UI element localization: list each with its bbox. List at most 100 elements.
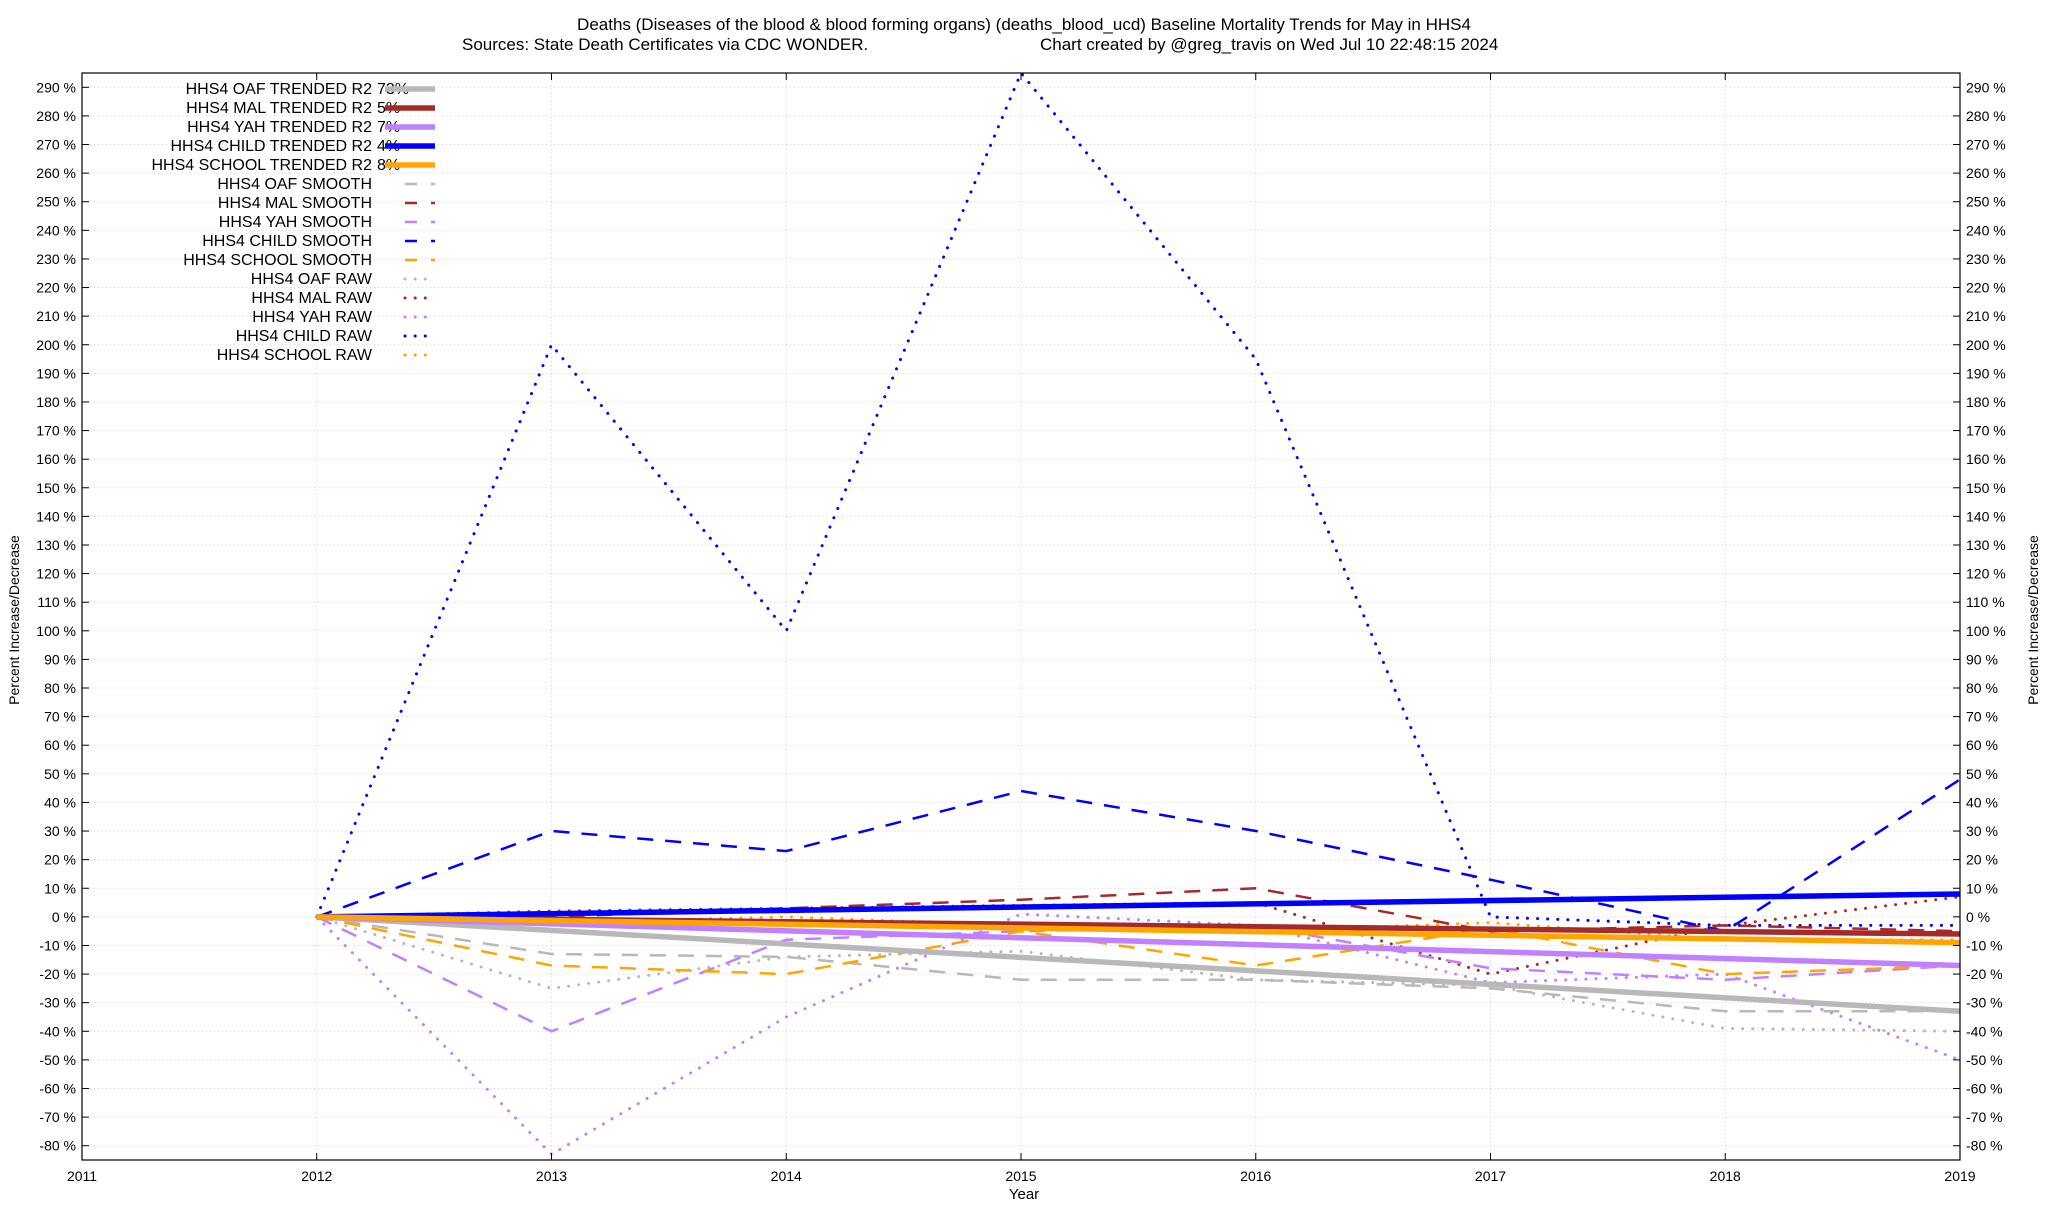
y-tick-label-left: -50 %: [39, 1052, 76, 1068]
series-line-hhs4-oaf-smooth: [316, 915, 1960, 1013]
y-tick-label-right: 250 %: [1966, 194, 2006, 210]
y-tick-label-right: 110 %: [1966, 594, 2005, 610]
y-tick-label-right: 30 %: [1966, 823, 1998, 839]
legend-label: HHS4 OAF SMOOTH: [217, 176, 372, 193]
y-tick-label-left: 80 %: [44, 680, 76, 696]
y-tick-label-left: 280 %: [36, 108, 76, 124]
legend-label: HHS4 CHILD RAW: [236, 328, 373, 345]
y-tick-label-left: 240 %: [36, 222, 76, 238]
y-tick-label-left: 270 %: [36, 137, 76, 153]
series-line-hhs4-mal-smooth: [316, 887, 1961, 933]
y-tick-label-left: 200 %: [36, 337, 76, 353]
x-axis-label: Year: [1009, 1186, 1039, 1200]
legend-label: HHS4 MAL TRENDED R2: [186, 100, 372, 117]
x-tick-label: 2015: [1005, 1168, 1036, 1184]
y-tick-label-left: 20 %: [44, 852, 76, 868]
x-tick-label: 2017: [1475, 1168, 1506, 1184]
y-tick-label-right: 100 %: [1966, 623, 2006, 639]
legend-label: HHS4 SCHOOL SMOOTH: [183, 252, 372, 269]
y-tick-label-right: -70 %: [1966, 1109, 2003, 1125]
y-tick-label-right: 290 %: [1966, 79, 2006, 95]
y-tick-label-left: 70 %: [44, 709, 76, 725]
y-tick-label-left: 100 %: [36, 623, 76, 639]
y-tick-label-left: -30 %: [39, 995, 76, 1011]
y-tick-label-left: 140 %: [36, 508, 76, 524]
series-line-hhs4-school-trended-r2: [316, 914, 1961, 946]
y-tick-label-right: 10 %: [1966, 880, 1998, 896]
x-tick-label: 2016: [1240, 1168, 1271, 1184]
legend-label: HHS4 MAL SMOOTH: [218, 195, 372, 212]
x-tick-label: 2013: [536, 1168, 567, 1184]
y-tick-label-right: -20 %: [1966, 966, 2003, 982]
y-tick-label-left: 180 %: [36, 394, 76, 410]
y-tick-label-left: -80 %: [39, 1138, 76, 1154]
y-tick-label-right: -60 %: [1966, 1080, 2003, 1096]
legend-label: HHS4 SCHOOL TRENDED R2: [152, 157, 373, 174]
y-tick-label-right: 40 %: [1966, 794, 1998, 810]
x-tick-label: 2011: [67, 1168, 97, 1184]
y-tick-label-right: 170 %: [1966, 423, 2006, 439]
y-tick-label-right: -10 %: [1966, 937, 2003, 953]
chart-subtitle-credit: Chart created by @greg_travis on Wed Jul…: [1040, 35, 1498, 54]
axes: -80 % -80 % -70 % -70 % -60 % -60 % -50 % -50 %…: [36, 73, 2006, 1184]
y-tick-label-right: -30 %: [1966, 995, 2003, 1011]
grid: [81, 73, 1961, 1160]
series-line-hhs4-child-trended-r2: [316, 891, 1961, 920]
y-tick-label-right: 20 %: [1966, 852, 1998, 868]
y-tick-label-left: 210 %: [36, 308, 76, 324]
y-tick-label-left: 150 %: [36, 480, 76, 496]
y-tick-label-left: 250 %: [36, 194, 76, 210]
y-tick-label-right: 220 %: [1966, 280, 2006, 296]
y-tick-label-right: 260 %: [1966, 165, 2006, 181]
series-group: [315, 71, 1962, 1156]
y-tick-label-left: 110 %: [37, 594, 76, 610]
series-line-hhs4-school-smooth: [316, 915, 1961, 976]
y-tick-label-right: 80 %: [1966, 680, 1998, 696]
y-tick-label-left: 220 %: [36, 280, 76, 296]
series-line-hhs4-yah-raw: [315, 912, 1962, 1156]
y-tick-label-right: 180 %: [1966, 394, 2006, 410]
y-tick-label-right: 70 %: [1966, 709, 1998, 725]
y-tick-label-right: 160 %: [1966, 451, 2006, 467]
legend-label: HHS4 MAL RAW: [251, 290, 373, 307]
legend-label: HHS4 OAF RAW: [251, 271, 373, 288]
y-tick-label-right: 0 %: [1966, 909, 1990, 925]
chart-subtitle-source: Sources: State Death Certificates via CD…: [462, 35, 868, 54]
y-tick-label-left: -40 %: [39, 1023, 76, 1039]
y-tick-label-left: -20 %: [39, 966, 76, 982]
y-axis-label-right: Percent Increase/Decrease: [2025, 535, 2041, 705]
y-tick-label-left: 190 %: [36, 365, 76, 381]
legend-label: HHS4 YAH TRENDED R2: [187, 119, 372, 136]
legend-label: HHS4 CHILD SMOOTH: [202, 233, 372, 250]
y-tick-label-right: 240 %: [1966, 222, 2006, 238]
y-tick-label-right: 140 %: [1966, 508, 2006, 524]
series-line-hhs4-child-smooth: [316, 778, 1961, 933]
y-tick-label-left: 60 %: [44, 737, 76, 753]
y-tick-label-right: 190 %: [1966, 365, 2006, 381]
chart-title: Deaths (Diseases of the blood & blood fo…: [577, 15, 1471, 34]
legend-label: HHS4 CHILD TRENDED R2: [170, 138, 372, 155]
y-tick-label-right: 230 %: [1966, 251, 2006, 267]
y-tick-label-left: 260 %: [36, 165, 76, 181]
legend-label: HHS4 YAH RAW: [252, 309, 373, 326]
y-tick-label-left: -60 %: [39, 1080, 76, 1096]
series-line-hhs4-oaf-trended-r2: [316, 914, 1961, 1015]
x-tick-label: 2014: [771, 1168, 802, 1184]
y-tick-label-right: 50 %: [1966, 766, 1998, 782]
y-tick-label-right: 210 %: [1966, 308, 2006, 324]
x-tick-label: 2018: [1710, 1168, 1741, 1184]
y-tick-label-left: 50 %: [44, 766, 76, 782]
y-tick-label-left: 0 %: [52, 909, 76, 925]
y-tick-label-right: -40 %: [1966, 1023, 2003, 1039]
y-tick-label-left: 30 %: [44, 823, 76, 839]
y-tick-label-right: 270 %: [1966, 137, 2006, 153]
y-tick-label-left: 90 %: [44, 651, 76, 667]
y-axis-label-left: Percent Increase/Decrease: [6, 535, 22, 705]
y-tick-label-left: 160 %: [36, 451, 76, 467]
y-tick-label-left: 290 %: [36, 79, 76, 95]
y-tick-label-left: 130 %: [36, 537, 76, 553]
y-tick-label-right: 280 %: [1966, 108, 2006, 124]
series-line-hhs4-child-raw: [315, 71, 1962, 927]
